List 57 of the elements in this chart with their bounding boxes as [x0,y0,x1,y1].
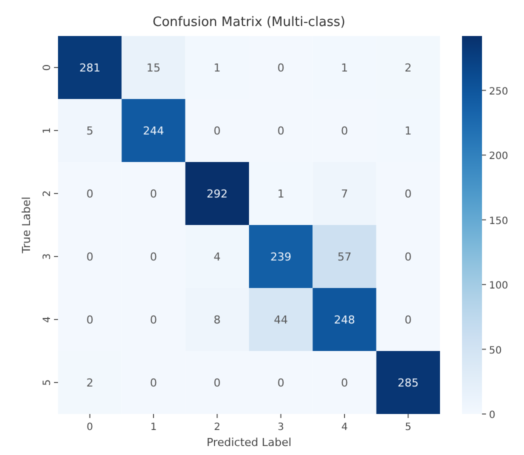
data-label: 0 [150,314,157,326]
y-tick-label: 5 [42,379,53,386]
data-label: 57 [338,250,352,264]
data-label: 0 [341,124,348,138]
x-tick-label: 1 [150,422,157,433]
data-label: 0 [150,376,157,390]
color-bar-label: 250 [489,86,508,98]
chart-title: Confusion Matrix (Multi-class) [152,15,346,30]
data-label: 0 [214,376,221,390]
y-tick-label: 1 [42,127,53,134]
data-label: 1 [214,62,221,74]
data-label: 0 [404,314,412,326]
data-label: 4 [214,250,221,264]
data-label: 8 [214,314,221,326]
data-label: 0 [277,376,284,390]
data-label: 1 [341,62,348,74]
color-bar-label: 100 [489,280,508,292]
y-tick-label: 0 [42,64,53,71]
y-tick-label: 3 [42,253,53,260]
data-label: 0 [214,124,221,138]
x-tick-label: 0 [86,422,94,433]
data-label: 2 [404,62,412,74]
data-label: 244 [143,124,164,138]
data-label: 0 [404,188,412,200]
color-bar-label: 50 [489,345,502,356]
data-label: 285 [398,376,419,390]
data-label: 1 [404,124,412,138]
data-label: 5 [86,124,94,138]
data-label: 0 [86,188,94,200]
x-tick-label: 3 [278,422,284,433]
data-label: 0 [150,188,157,200]
y-axis-title: True Label [20,196,33,254]
data-label: 15 [146,62,160,74]
data-label: 0 [277,124,284,138]
data-label: 292 [206,188,228,200]
data-label: 7 [341,188,348,200]
data-label: 0 [150,250,157,264]
y-tick-label: 2 [42,190,53,197]
data-label: 1 [277,188,284,200]
data-label: 0 [404,250,412,264]
data-label: 248 [334,314,355,326]
color-bar-label: 0 [489,410,496,421]
x-axis-title: Predicted Label [206,436,292,449]
color-bar-label: 150 [489,216,508,227]
y-tick-label: 4 [42,316,53,323]
x-tick-label: 4 [341,422,348,433]
data-label: 0 [277,62,284,74]
color-bar-label: 200 [489,151,508,162]
data-label: 281 [79,62,100,74]
x-tick-label: 2 [214,422,220,433]
data-label: 239 [270,250,292,264]
x-tick-label: 5 [404,422,412,433]
data-label: 0 [86,314,94,326]
data-label: 0 [341,376,348,390]
data-label: 44 [274,314,288,326]
data-label: 0 [86,250,94,264]
data-label: 2 [86,376,94,390]
